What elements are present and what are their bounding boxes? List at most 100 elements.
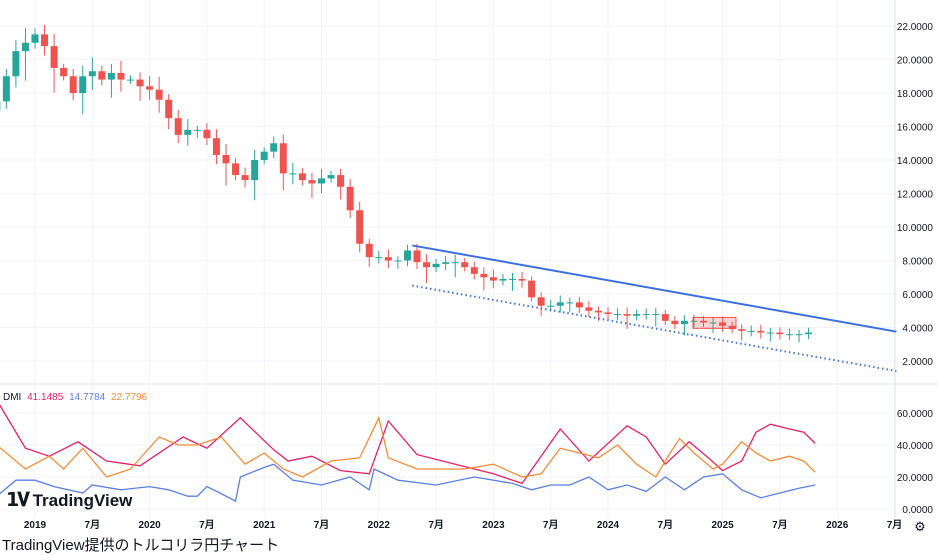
candle-body [51,46,58,68]
price-tick-label: 6.0000 [902,290,933,301]
candle-body [203,130,210,138]
time-tick-label: 7月 [887,519,903,531]
candle-body [490,277,497,280]
candle-body [547,306,554,307]
candle-body [499,279,506,281]
candle-body [223,155,230,163]
dmi-tick-label: 0.0000 [902,505,933,516]
dmi-tick-label: 60.0000 [897,409,934,420]
time-tick-label: 2024 [597,520,620,531]
candle-body [108,73,115,80]
candle-body [480,274,487,277]
candle-body [3,76,10,101]
candle-body [156,90,163,100]
candle-body [137,80,144,87]
candle-body [595,311,602,313]
price-tick-label: 12.0000 [897,190,934,201]
candle-body [347,187,354,210]
candle-body [22,43,29,51]
candle-body [796,334,803,335]
time-tick-label: 2022 [368,520,391,531]
candle-body [614,314,621,315]
candle-body [280,143,287,173]
candle-body [681,321,688,324]
candle-body [79,76,86,93]
time-tick-label: 2025 [711,520,734,531]
tradingview-logo: 𝟭𝐕 TradingView [6,489,132,512]
dmi-tick-label: 20.0000 [897,473,934,484]
candle-body [757,331,764,333]
highlight-box [693,317,736,328]
dmi-tick-label: 40.0000 [897,441,934,452]
candle-body [652,314,659,315]
candle-body [146,86,153,89]
candle-body [127,80,134,81]
candle-body [385,257,392,260]
candle-body [471,267,478,274]
candle-body [328,175,335,178]
candle-body [308,180,315,183]
candle-body [213,138,220,155]
minus-di-value: 22.7796 [111,392,147,403]
candle-body [356,210,363,244]
candle-body [528,281,535,298]
settings-icon[interactable]: ⚙ [914,519,926,534]
price-tick-label: 18.0000 [897,89,934,100]
time-tick-label: 2019 [24,520,47,531]
candle-body [538,297,545,305]
candle-body [394,261,401,262]
candle-body [404,250,411,260]
candle-body [318,178,325,183]
time-tick-label: 7月 [658,519,674,531]
price-tick-label: 22.0000 [897,22,934,33]
candle-body [585,307,592,310]
price-tick-label: 16.0000 [897,123,934,134]
plus-di-value: 14.7784 [69,392,105,403]
time-tick-label: 7月 [428,519,444,531]
adx-value: 41.1485 [27,392,63,403]
candle-body [423,262,430,267]
candle-body [289,173,296,174]
time-tick-label: 7月 [314,519,330,531]
price-tick-label: 4.0000 [902,324,933,335]
candle-body [557,302,564,305]
chart-caption: TradingView提供のトルコリラ円チャート [2,534,279,555]
candle-body [461,262,468,267]
candle-body [194,130,201,131]
candle-body [509,279,516,280]
candle-body [633,314,640,316]
candle-body [60,68,67,76]
time-tick-label: 2023 [482,520,505,531]
candle-body [98,71,105,79]
upper-trendline [412,245,896,331]
candle-body [671,321,678,324]
candle-body [776,333,783,335]
candle-body [242,175,249,180]
candle-body [805,333,812,335]
candle-body [624,314,631,316]
candle-body [232,163,239,175]
candle-body [662,314,669,321]
candle-body [375,257,382,258]
candle-body [566,302,573,303]
candle-body [175,118,182,135]
candle-body [337,175,344,187]
dmi-line-di [0,418,815,477]
lower-trendline [412,286,896,371]
indicator-name: DMI [3,392,21,403]
candle-body [738,329,745,331]
candle-body [442,262,449,264]
price-tick-label: 2.0000 [902,357,933,368]
candle-body [41,34,48,46]
price-tick-label: 10.0000 [897,223,934,234]
time-tick-label: 7月 [85,519,101,531]
candle-body [519,279,526,281]
candle-body [270,143,277,151]
time-tick-label: 7月 [543,519,559,531]
candle-body [117,73,124,80]
candle-body [452,262,459,263]
candle-body [12,51,19,76]
candle-body [184,130,191,135]
candle-body [414,250,421,262]
